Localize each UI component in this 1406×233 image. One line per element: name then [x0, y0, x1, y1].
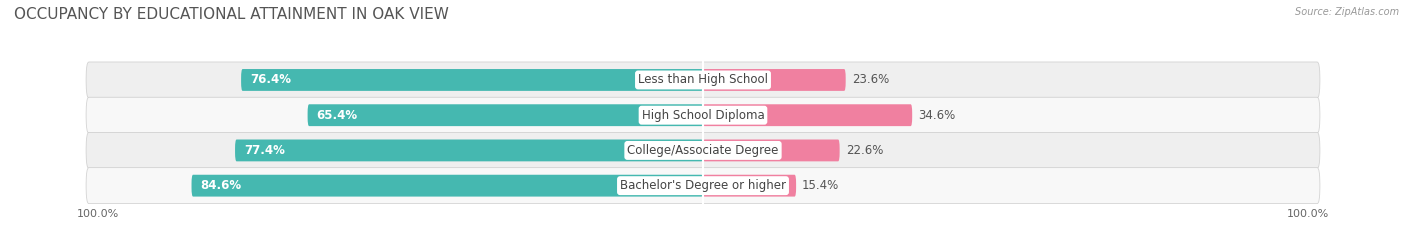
- FancyBboxPatch shape: [86, 168, 1320, 204]
- Text: Less than High School: Less than High School: [638, 73, 768, 86]
- Text: 22.6%: 22.6%: [845, 144, 883, 157]
- FancyBboxPatch shape: [703, 104, 912, 126]
- Text: 23.6%: 23.6%: [852, 73, 889, 86]
- FancyBboxPatch shape: [191, 175, 703, 197]
- FancyBboxPatch shape: [703, 140, 839, 161]
- Text: 34.6%: 34.6%: [918, 109, 956, 122]
- Text: College/Associate Degree: College/Associate Degree: [627, 144, 779, 157]
- Text: High School Diploma: High School Diploma: [641, 109, 765, 122]
- FancyBboxPatch shape: [235, 140, 703, 161]
- Text: OCCUPANCY BY EDUCATIONAL ATTAINMENT IN OAK VIEW: OCCUPANCY BY EDUCATIONAL ATTAINMENT IN O…: [14, 7, 449, 22]
- Text: Bachelor's Degree or higher: Bachelor's Degree or higher: [620, 179, 786, 192]
- Text: 15.4%: 15.4%: [803, 179, 839, 192]
- Text: 84.6%: 84.6%: [201, 179, 242, 192]
- Text: 77.4%: 77.4%: [245, 144, 285, 157]
- FancyBboxPatch shape: [240, 69, 703, 91]
- FancyBboxPatch shape: [86, 132, 1320, 168]
- Text: 76.4%: 76.4%: [250, 73, 291, 86]
- FancyBboxPatch shape: [86, 62, 1320, 98]
- Text: Source: ZipAtlas.com: Source: ZipAtlas.com: [1295, 7, 1399, 17]
- FancyBboxPatch shape: [308, 104, 703, 126]
- Text: 65.4%: 65.4%: [316, 109, 357, 122]
- FancyBboxPatch shape: [86, 97, 1320, 133]
- FancyBboxPatch shape: [703, 175, 796, 197]
- FancyBboxPatch shape: [703, 69, 845, 91]
